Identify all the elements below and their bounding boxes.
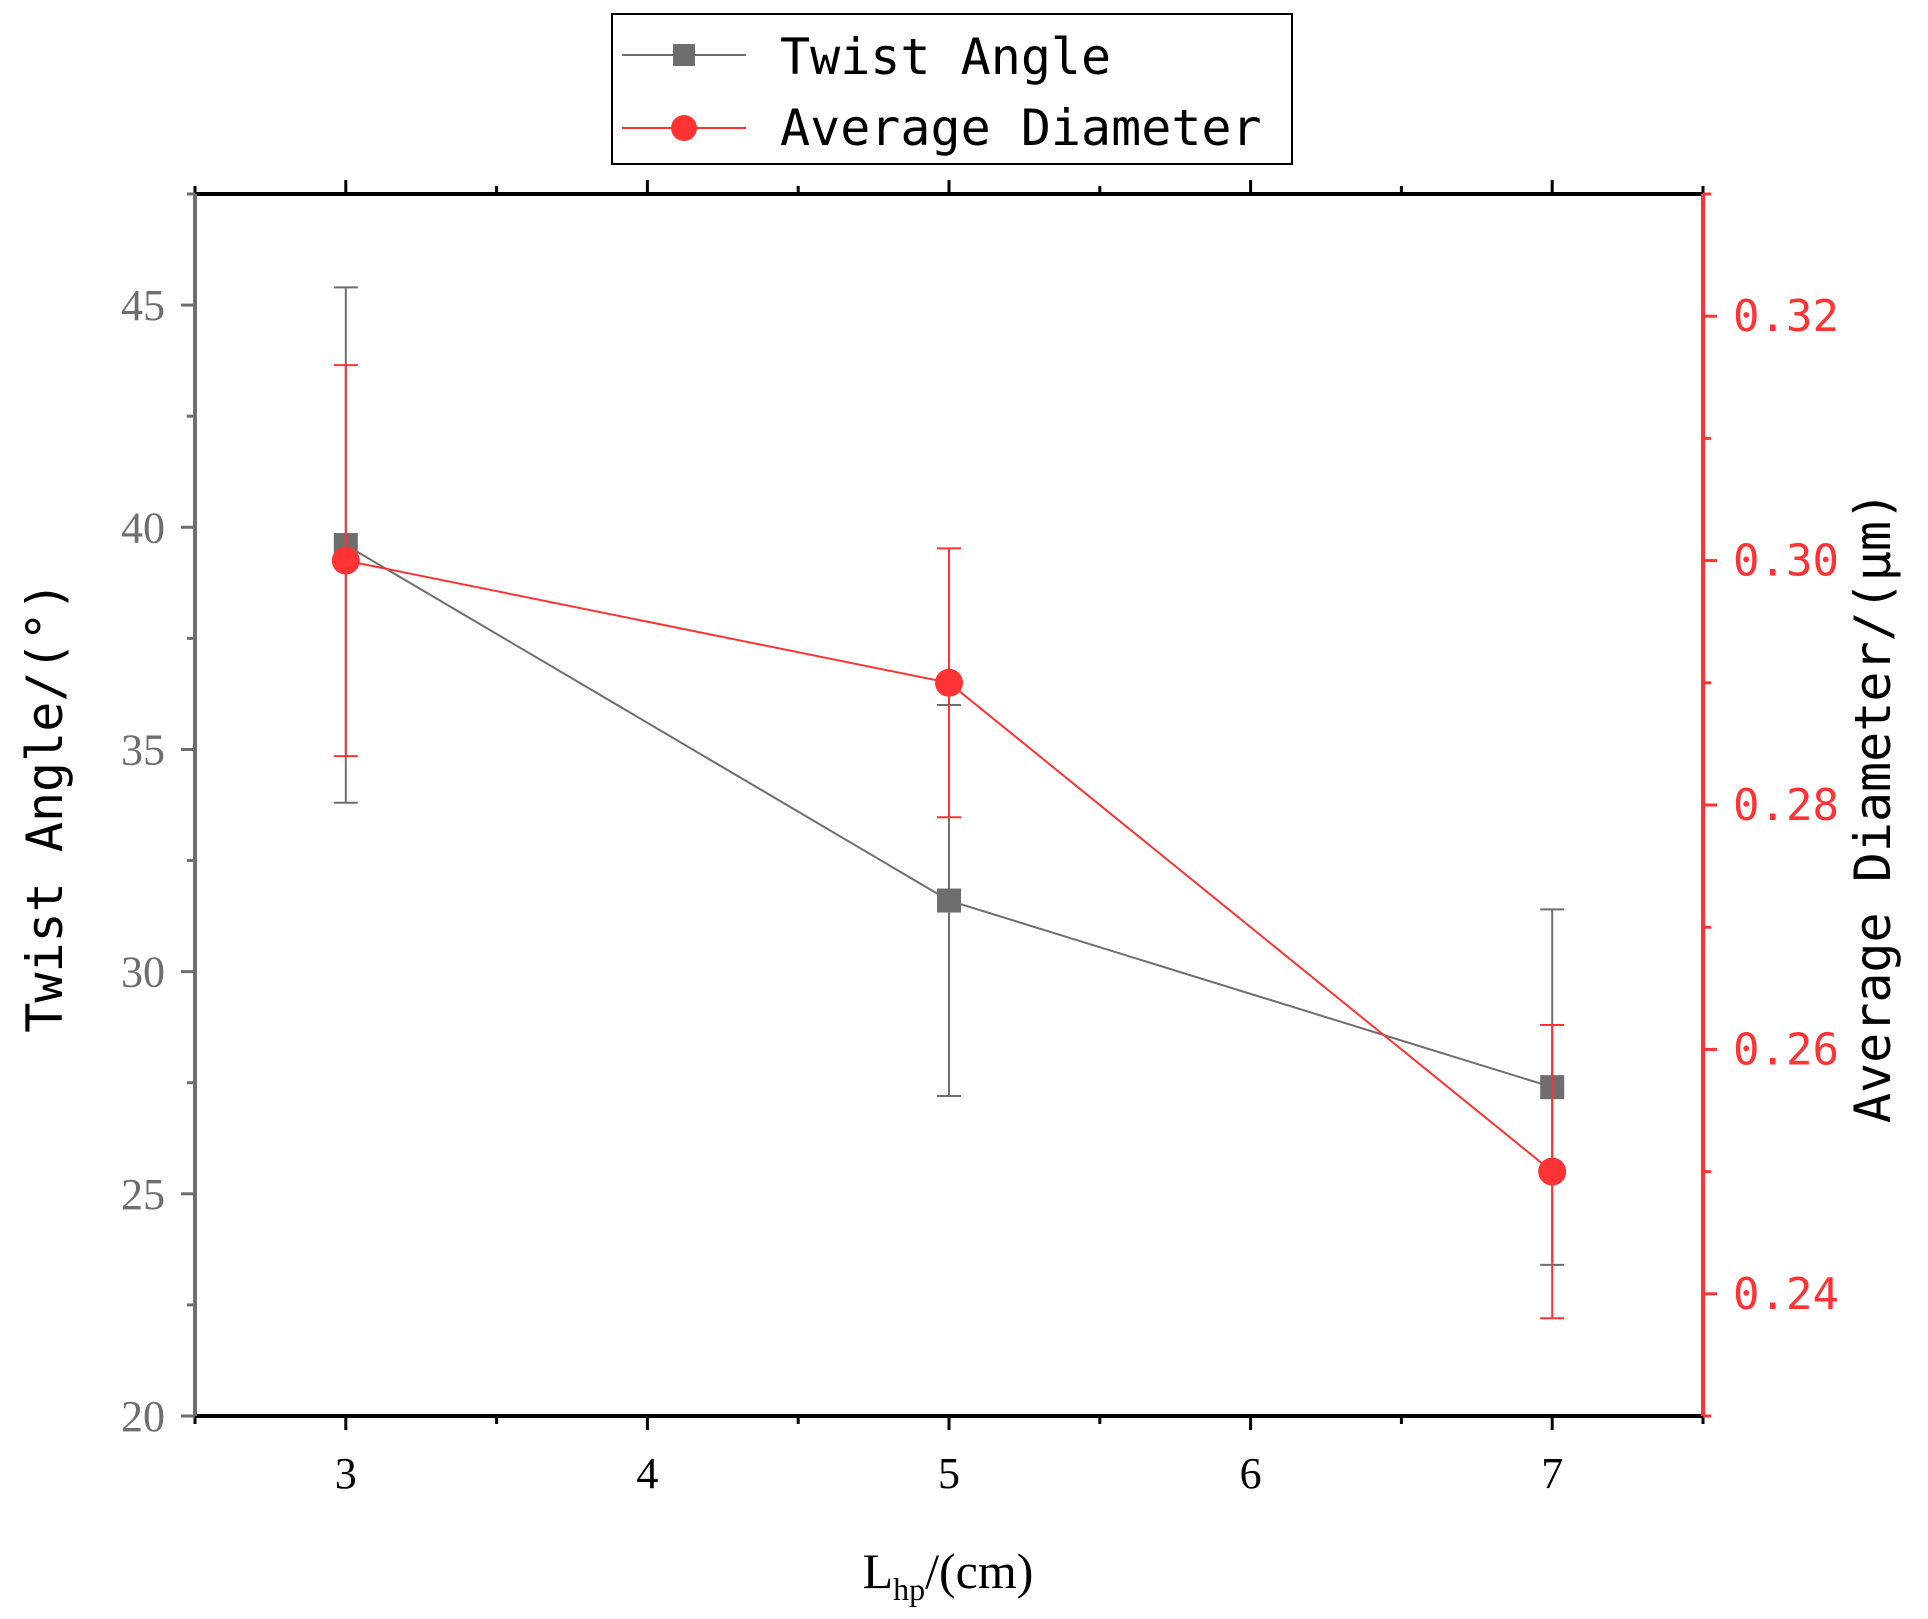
x-tick-label: 6 [1240,1449,1262,1498]
x-axis-label-sub: hp [893,1571,925,1607]
y-right-tick-label: 0.32 [1733,291,1839,342]
y-right-tick-label: 0.26 [1733,1024,1839,1075]
x-axis-label: Lhp/(cm) [863,1543,1034,1607]
legend-twist-marker [673,44,695,66]
x-tick-label: 7 [1541,1449,1563,1498]
y-left-tick-label: 40 [121,503,165,552]
y-left-axis-label: Twist Angle/(°) [16,581,74,1033]
legend-diameter-marker [671,115,697,141]
x-tick-label: 4 [636,1449,658,1498]
legend: Twist Angle Average Diameter [611,13,1293,165]
y-right-axis-label: Average Diameter/(μm) [1844,491,1902,1123]
y-right-tick-label: 0.28 [1733,780,1839,831]
x-axis-label-rest: /(cm) [925,1543,1033,1599]
x-axis-label-main: L [863,1543,894,1599]
data-point-average-diameter [1538,1157,1567,1186]
y-right-tick-label: 0.30 [1733,536,1839,587]
y-left-tick-label: 35 [121,725,165,774]
legend-box [611,13,1293,165]
y-left-tick-label: 25 [121,1170,165,1219]
legend-twist-label: Twist Angle [780,28,1111,86]
data-point-twist-angle [937,888,961,913]
y-left-tick-label: 20 [121,1392,165,1441]
x-tick-label: 5 [938,1449,960,1498]
y-right-tick-label: 0.24 [1733,1269,1839,1320]
legend-diameter-label: Average Diameter [780,99,1262,157]
y-left-tick-label: 45 [121,281,165,330]
y-left-tick-label: 30 [121,948,165,997]
data-point-average-diameter [935,668,963,697]
x-tick-label: 3 [335,1449,357,1498]
data-point-average-diameter [331,546,360,575]
